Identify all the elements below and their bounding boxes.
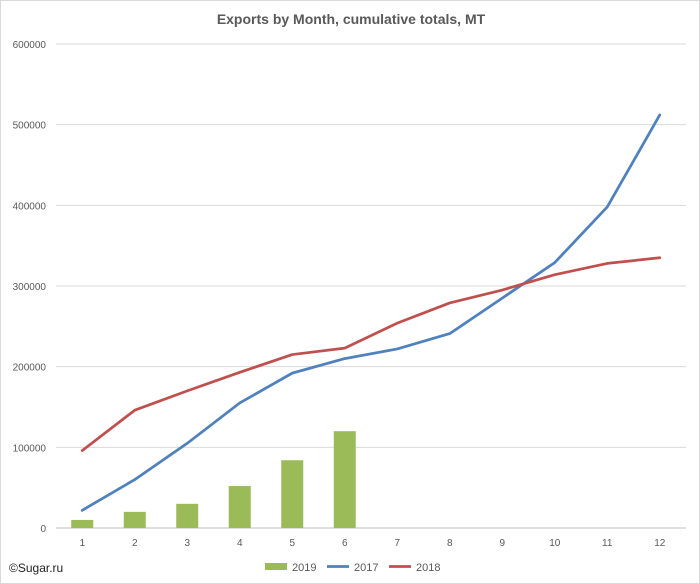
- legend-item-2018: 2018: [389, 562, 440, 574]
- legend-item-2019: 2019: [265, 562, 316, 574]
- line-2018: [80, 256, 662, 452]
- x-tick-label: 8: [447, 538, 453, 549]
- x-tick-label: 12: [654, 538, 666, 549]
- bar-2019-month-1: [71, 519, 94, 528]
- bar-2019-month-6: [333, 431, 356, 528]
- y-axis-ticks: 0 100000 200000 300000 400000 500000 600000: [13, 40, 47, 535]
- x-tick-label: 1: [79, 538, 85, 549]
- x-tick-label: 9: [499, 538, 505, 549]
- legend-label: 2019: [292, 562, 316, 574]
- y-tick-label: 400000: [13, 201, 47, 212]
- x-axis-ticks: 1 2 3 4 5 6 7 8 9 10 11 12: [79, 538, 665, 549]
- y-tick-label: 600000: [13, 40, 47, 51]
- chart-title: Exports by Month, cumulative totals, MT: [217, 11, 486, 27]
- bar-2019-month-4: [228, 486, 251, 528]
- bar-2019-month-5: [281, 460, 304, 528]
- legend-swatch: [265, 563, 287, 570]
- gridlines: [56, 43, 686, 529]
- legend: 2019 2017 2018: [265, 562, 440, 574]
- y-tick-label: 100000: [13, 443, 47, 454]
- x-tick-label: 10: [549, 538, 561, 549]
- x-tick-label: 6: [342, 538, 348, 549]
- x-tick-label: 3: [184, 538, 190, 549]
- legend-label: 2018: [416, 562, 440, 574]
- y-tick-label: 200000: [13, 363, 47, 374]
- line-2017: [80, 113, 662, 512]
- line-series: [80, 113, 662, 512]
- x-tick-label: 4: [237, 538, 243, 549]
- legend-label: 2017: [354, 562, 378, 574]
- bar-2019-month-3: [176, 503, 199, 528]
- bar-2019-month-2: [123, 511, 146, 528]
- y-tick-label: 0: [40, 524, 46, 535]
- x-tick-label: 11: [602, 538, 613, 549]
- y-tick-label: 500000: [13, 121, 47, 132]
- bar-series-2019: [71, 431, 356, 528]
- x-tick-label: 2: [132, 538, 138, 549]
- x-tick-label: 5: [289, 538, 295, 549]
- legend-item-2017: 2017: [327, 562, 378, 574]
- y-tick-label: 300000: [13, 282, 47, 293]
- x-tick-label: 7: [394, 538, 400, 549]
- source-label: ©Sugar.ru: [9, 561, 63, 575]
